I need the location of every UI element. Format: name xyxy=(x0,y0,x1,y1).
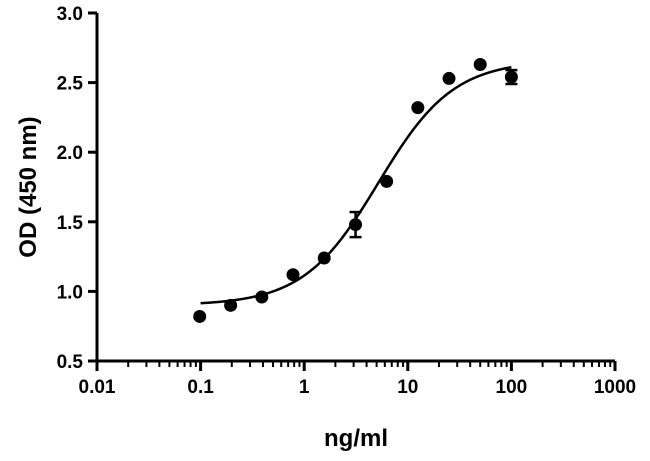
x-tick-label: 0.1 xyxy=(187,377,214,398)
data-points xyxy=(193,58,518,323)
data-point xyxy=(193,309,207,323)
data-point xyxy=(442,71,456,85)
data-point xyxy=(317,251,331,265)
data-point xyxy=(255,290,269,304)
data-point xyxy=(411,101,425,115)
data-point xyxy=(473,58,487,72)
fit-curve-line xyxy=(200,65,512,305)
x-tick-label: 100 xyxy=(496,377,528,398)
data-point xyxy=(504,70,518,84)
x-tick-label: 1000 xyxy=(594,377,636,398)
y-tick-label: 1.0 xyxy=(57,282,83,303)
data-point xyxy=(224,298,238,312)
x-tick-label: 10 xyxy=(397,377,418,398)
y-axis-label: OD (450 nm) xyxy=(15,116,42,257)
x-axis-label: ng/ml xyxy=(324,425,388,452)
y-tick-label: 3.0 xyxy=(57,4,83,25)
data-point xyxy=(286,268,300,282)
y-tick-label: 1.5 xyxy=(57,213,84,234)
y-tick-label: 2.5 xyxy=(57,74,84,95)
data-point xyxy=(349,218,363,232)
y-tick-label: 0.5 xyxy=(57,352,84,373)
axes: 0.5 1.0 1.5 2.0 2.5 3.0 0.01 0.1 1 10 100 1000 xyxy=(57,4,637,398)
fit-curve xyxy=(200,65,512,305)
x-tick-label: 0.01 xyxy=(79,377,116,398)
data-point xyxy=(380,174,394,188)
x-tick-label: 1 xyxy=(299,377,310,398)
y-tick-label: 2.0 xyxy=(57,143,83,164)
